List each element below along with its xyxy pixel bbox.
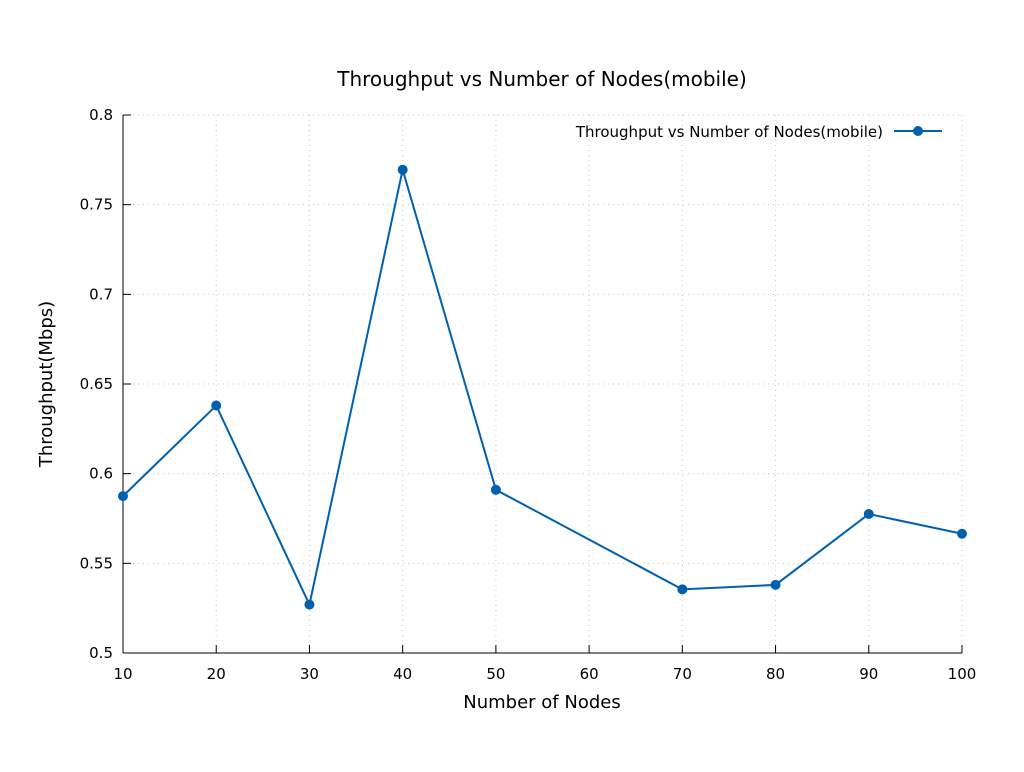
ticks: 10 20 30 40 50 60 70 80 90 100 0.5 0.55 0.6 0.65 0.7 0.… [80, 106, 977, 683]
legend-marker [913, 126, 923, 136]
legend-label: Throughput vs Number of Nodes(mobile) [575, 123, 883, 141]
x-tick-label: 60 [580, 665, 599, 683]
y-tick-label: 0.7 [89, 285, 113, 303]
y-tick-label: 0.6 [89, 465, 113, 483]
series [118, 164, 967, 610]
x-tick-label: 50 [486, 665, 505, 683]
data-point [677, 584, 688, 595]
x-tick-label: 10 [113, 665, 132, 683]
y-tick-label: 0.65 [80, 375, 113, 393]
x-tick-label: 30 [300, 665, 319, 683]
data-point [118, 491, 128, 502]
x-tick-label: 40 [393, 665, 412, 683]
data-point [211, 400, 222, 411]
x-tick-label: 20 [207, 665, 226, 683]
data-point [863, 509, 874, 520]
y-tick-label: 0.8 [89, 106, 113, 124]
y-axis-title: Throughput(Mbps) [36, 301, 57, 468]
x-tick-label: 100 [948, 665, 977, 683]
x-tick-label: 90 [859, 665, 878, 683]
data-point [490, 484, 501, 495]
data-point [304, 599, 315, 610]
x-tick-label: 70 [673, 665, 692, 683]
legend: Throughput vs Number of Nodes(mobile) [575, 123, 942, 141]
x-tick-label: 80 [766, 665, 785, 683]
data-point [957, 528, 967, 539]
chart-title: Throughput vs Number of Nodes(mobile) [336, 67, 747, 91]
y-tick-label: 0.5 [89, 644, 113, 662]
data-point [397, 164, 408, 175]
data-point [770, 579, 781, 590]
y-tick-label: 0.55 [80, 554, 113, 572]
x-axis-title: Number of Nodes [463, 692, 620, 713]
y-tick-label: 0.75 [80, 196, 113, 214]
